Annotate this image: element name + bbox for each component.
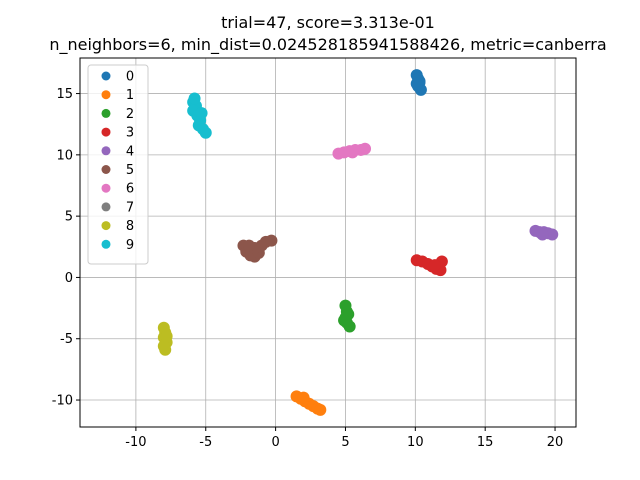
data-point [314,403,327,416]
data-point [199,126,212,139]
data-point [195,107,208,120]
legend-label: 5 [126,163,134,178]
grid [80,58,576,427]
x-tick-label: 15 [477,435,494,450]
data-point [359,142,372,155]
data-point [536,228,549,241]
chart-title: trial=47, score=3.313e-01 [221,13,435,32]
y-tick-label: 0 [65,271,73,286]
data-point [546,228,559,241]
x-tick-label: -5 [199,435,212,450]
legend-label: 9 [126,238,134,253]
legend-label: 8 [126,219,134,234]
legend-label: 7 [126,200,134,215]
data-point [428,259,441,272]
legend[interactable]: 0 1 2 3 4 5 6 7 8 9 [87,64,149,265]
legend-label: 4 [126,144,134,159]
legend-marker [101,165,111,174]
data-points [157,69,559,416]
data-point [410,77,423,90]
x-tick-label: 0 [271,435,279,450]
y-tick-label: -10 [52,394,73,409]
legend-marker [101,71,111,81]
x-tick-label: 20 [547,435,564,450]
series-1 [290,390,327,416]
y-tick-label: 15 [56,87,73,102]
data-point [297,391,310,404]
series-8 [157,321,173,356]
legend-box [87,64,149,265]
chart-subtitle: n_neighbors=6, min_dist=0.02452818594158… [49,35,606,55]
plot-frame [79,57,577,428]
legend-label: 1 [126,88,134,103]
series-0 [410,69,427,96]
legend-label: 3 [126,126,134,141]
x-tick-label: 10 [407,435,424,450]
legend-label: 0 [126,70,134,85]
series-9 [187,92,212,139]
series-5 [237,234,278,263]
data-point [160,330,173,343]
legend-marker [101,202,111,212]
data-point [338,314,351,327]
legend-marker [101,239,111,249]
y-tick-label: -5 [60,332,73,347]
data-point [265,234,278,247]
data-point [159,343,172,356]
series-3 [410,254,448,277]
y-tick-label: 10 [56,148,73,163]
legend-label: 6 [126,182,134,197]
legend-marker [101,90,111,100]
legend-marker [101,221,111,231]
data-point [346,146,359,159]
series-2 [338,299,356,333]
y-tick-label: 5 [65,210,73,225]
data-point [243,239,256,252]
legend-marker [101,127,111,137]
x-tick-label: -10 [125,435,146,450]
x-tick-label: 5 [341,435,349,450]
data-point [188,92,201,105]
series-4 [529,224,559,241]
legend-marker [101,183,111,193]
legend-marker [101,108,111,118]
legend-marker [101,146,111,156]
legend-label: 2 [126,107,134,122]
series-6 [332,142,372,160]
